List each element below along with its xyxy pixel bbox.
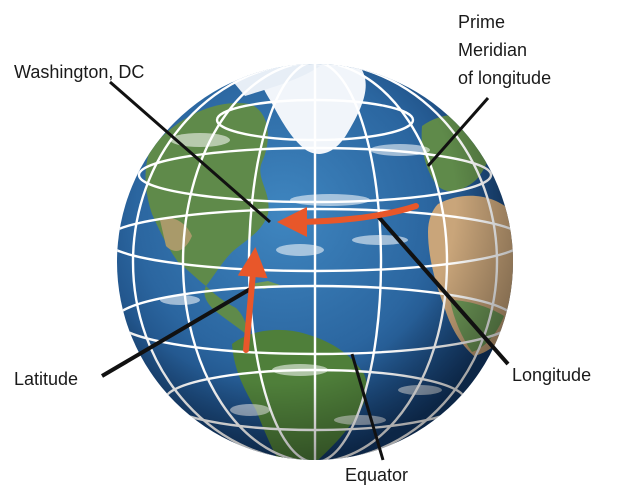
latitude-arrow	[237, 247, 268, 353]
prime-meridian-label-line2: Meridian	[458, 40, 528, 60]
latitude-leader	[100, 286, 254, 378]
prime-meridian-leader	[426, 97, 490, 167]
latitude-label: Latitude	[14, 369, 79, 389]
equator-label: Equator	[345, 465, 409, 485]
leader-lines	[100, 80, 510, 461]
globe-shade	[117, 64, 513, 460]
longitude-leader	[374, 212, 510, 366]
prime-meridian-label-line1: Prime	[458, 12, 506, 32]
longitude-arrow	[277, 203, 419, 237]
prime-meridian-label-line3: of longitude	[458, 68, 552, 88]
washington-label: Washington, DC	[14, 62, 145, 82]
globe	[117, 64, 513, 460]
prime-meridian-label: Prime Meridian of longitude	[458, 8, 551, 92]
longitude-label: Longitude	[512, 365, 592, 385]
equator-leader	[350, 353, 385, 461]
washington-leader	[109, 80, 271, 224]
arrows	[237, 203, 419, 353]
